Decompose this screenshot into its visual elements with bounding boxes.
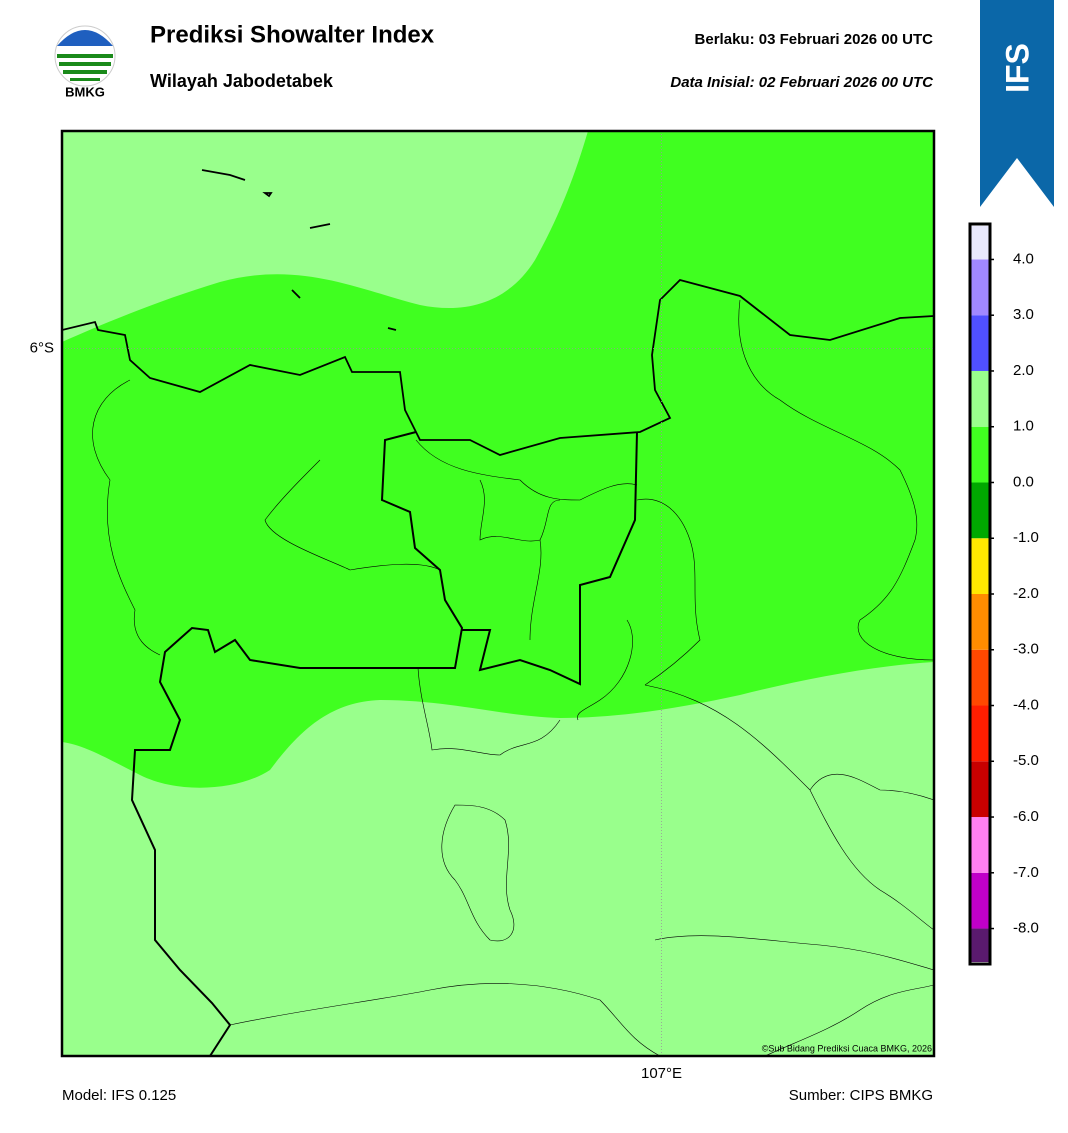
colorbar-label: 4.0 <box>1013 250 1034 267</box>
footer-model: Model: IFS 0.125 <box>62 1087 176 1104</box>
colorbar-label: 2.0 <box>1013 362 1034 379</box>
colorbar-band <box>971 649 989 706</box>
border <box>415 439 638 501</box>
logo-sky <box>57 30 113 46</box>
border <box>229 983 661 1056</box>
border <box>636 498 701 686</box>
colorbar-band <box>971 872 989 929</box>
border <box>764 984 934 1056</box>
subtitle: Wilayah Jabodetabek <box>150 71 334 91</box>
border <box>264 459 441 571</box>
island <box>201 169 246 181</box>
colorbar-band <box>971 705 989 762</box>
border <box>130 431 464 1056</box>
district-lines <box>92 299 934 1056</box>
border <box>654 935 934 971</box>
coast <box>62 278 934 456</box>
colorbar-label: 3.0 <box>1013 306 1034 323</box>
logo-stripe <box>57 54 113 58</box>
colorbar-label: 0.0 <box>1013 473 1034 490</box>
logo-text: BMKG <box>65 84 105 99</box>
border <box>529 539 542 641</box>
colorbar-label: 1.0 <box>1013 418 1034 435</box>
colorbar-band <box>971 817 989 873</box>
colorbar-band <box>971 370 989 427</box>
colorbar-label: -8.0 <box>1013 920 1039 937</box>
colorbar-band <box>971 594 989 650</box>
colorbar-label: -1.0 <box>1013 529 1039 546</box>
border <box>738 299 934 661</box>
map: ©Sub Bidang Prediksi Cuaca BMKG, 2026 <box>62 131 934 1056</box>
border <box>479 479 561 542</box>
logo-stripe <box>70 78 100 81</box>
colorbar-band <box>971 761 989 818</box>
field-bright <box>62 131 934 788</box>
credit: ©Sub Bidang Prediksi Cuaca BMKG, 2026 <box>762 1043 932 1053</box>
y-tick-label: 6°S <box>30 340 54 357</box>
colorbar-band <box>971 538 989 594</box>
border <box>462 431 638 686</box>
colorbar-band <box>971 259 989 316</box>
border <box>441 804 515 942</box>
colorbar-band <box>971 928 989 962</box>
border <box>809 773 934 801</box>
colorbar-label: -6.0 <box>1013 808 1039 825</box>
border <box>644 684 934 931</box>
model-badge <box>980 0 1054 207</box>
map-frame <box>60 129 936 1058</box>
colorbar-band <box>971 226 989 260</box>
island <box>262 192 397 331</box>
logo-stripe <box>63 70 107 74</box>
province-border <box>130 431 638 1056</box>
colorbar-band <box>971 315 989 371</box>
colorbar-label: -2.0 <box>1013 585 1039 602</box>
title: Prediksi Showalter Index <box>150 21 435 48</box>
x-tick-label: 107°E <box>641 1065 682 1082</box>
border <box>577 619 633 721</box>
valid-time: Berlaku: 03 Februari 2026 00 UTC <box>695 31 934 48</box>
colorbar-band <box>971 426 989 483</box>
footer-source: Sumber: CIPS BMKG <box>789 1087 933 1104</box>
init-time: Data Inisial: 02 Februari 2026 00 UTC <box>670 74 934 91</box>
colorbar-label: -4.0 <box>1013 696 1039 713</box>
border <box>92 379 161 656</box>
colorbar-label: -5.0 <box>1013 752 1039 769</box>
colorbar-label: -3.0 <box>1013 641 1039 658</box>
logo: BMKG <box>54 25 116 99</box>
coastline <box>62 169 934 456</box>
grid <box>62 131 934 1056</box>
model-badge-text: IFS <box>999 43 1035 93</box>
colorbar-label: -7.0 <box>1013 864 1039 881</box>
colorbar-band <box>971 482 989 539</box>
logo-stripe <box>59 62 111 66</box>
border <box>417 667 561 756</box>
